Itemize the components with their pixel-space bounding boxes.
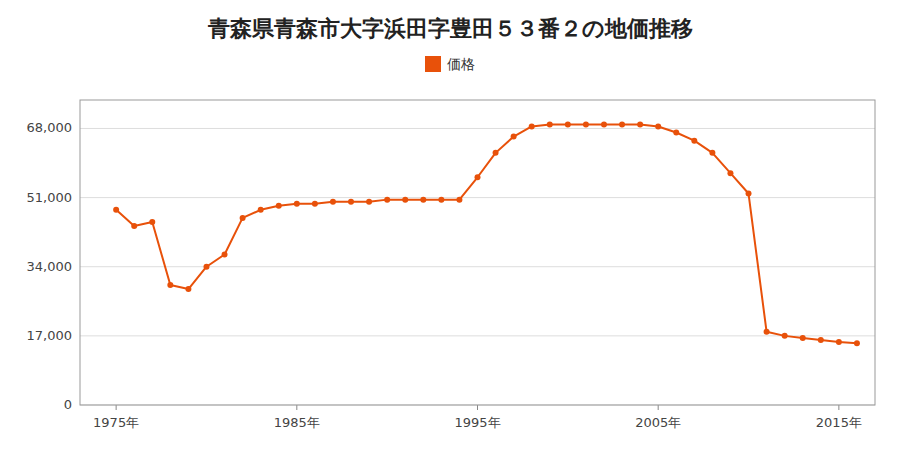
- point: [402, 197, 408, 203]
- point: [240, 215, 246, 221]
- point: [764, 329, 770, 335]
- x-tick-label: 1985年: [274, 415, 320, 430]
- grid-line: [80, 128, 875, 129]
- y-tick-label: 0: [64, 397, 72, 412]
- point: [222, 252, 228, 258]
- point: [529, 123, 535, 129]
- point: [366, 199, 372, 205]
- point: [655, 123, 661, 129]
- legend-label: 価格: [447, 56, 475, 72]
- point: [583, 121, 589, 127]
- point: [312, 201, 318, 207]
- title: 青森県青森市大字浜田字豊田５３番２の地価推移: [207, 16, 693, 41]
- grid-line: [80, 197, 875, 198]
- point: [746, 191, 752, 197]
- point: [800, 335, 806, 341]
- point: [727, 170, 733, 176]
- line: [116, 124, 857, 343]
- point: [619, 121, 625, 127]
- x-tick: [116, 405, 117, 410]
- point: [294, 201, 300, 207]
- x-tick: [838, 405, 839, 410]
- data-area: [113, 121, 860, 346]
- point: [673, 130, 679, 136]
- point: [691, 138, 697, 144]
- point: [601, 121, 607, 127]
- grid-line: [80, 266, 875, 267]
- y-tick-label: 17,000: [27, 328, 73, 343]
- x-tick: [658, 405, 659, 410]
- point: [475, 174, 481, 180]
- point: [384, 197, 390, 203]
- point: [438, 197, 444, 203]
- point: [258, 207, 264, 213]
- x-tick: [477, 405, 478, 410]
- point: [818, 337, 824, 343]
- legend: 価格: [425, 56, 475, 72]
- point: [276, 203, 282, 209]
- point: [709, 150, 715, 156]
- point: [511, 134, 517, 140]
- point: [782, 333, 788, 339]
- point: [131, 223, 137, 229]
- point: [149, 219, 155, 225]
- point: [565, 121, 571, 127]
- x-tick-label: 1995年: [454, 415, 500, 430]
- plot-frame: [80, 100, 875, 405]
- x-tick-label: 2005年: [635, 415, 681, 430]
- y-tick-label: 34,000: [27, 259, 73, 274]
- x-tick-label: 1975年: [93, 415, 139, 430]
- point: [348, 199, 354, 205]
- point: [493, 150, 499, 156]
- point: [113, 207, 119, 213]
- point: [330, 199, 336, 205]
- point: [547, 121, 553, 127]
- grid-line: [80, 335, 875, 336]
- point: [854, 340, 860, 346]
- point: [836, 339, 842, 345]
- point: [456, 197, 462, 203]
- y-tick-label: 68,000: [27, 120, 73, 135]
- point: [420, 197, 426, 203]
- x-tick: [296, 405, 297, 410]
- y-tick-label: 51,000: [27, 190, 73, 205]
- x-tick-label: 2015年: [816, 415, 862, 430]
- point: [167, 282, 173, 288]
- legend-swatch: [425, 56, 441, 72]
- point: [185, 286, 191, 292]
- point: [203, 264, 209, 270]
- point: [637, 121, 643, 127]
- chart: 青森県青森市大字浜田字豊田５３番２の地価推移 0 17,000 34,000 51,00…: [0, 0, 900, 450]
- grid: [80, 128, 875, 405]
